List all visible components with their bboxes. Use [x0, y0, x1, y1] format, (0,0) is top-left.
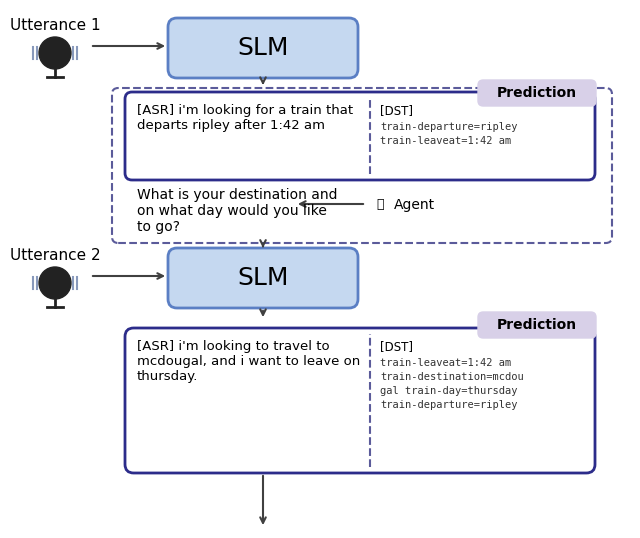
- Text: Utterance 1: Utterance 1: [10, 18, 100, 33]
- Text: 📝: 📝: [376, 198, 383, 211]
- Circle shape: [39, 37, 71, 69]
- Circle shape: [39, 267, 71, 299]
- FancyBboxPatch shape: [125, 328, 595, 473]
- Text: Prediction: Prediction: [497, 318, 577, 332]
- Text: Utterance 2: Utterance 2: [10, 248, 100, 263]
- FancyBboxPatch shape: [125, 92, 595, 180]
- Text: train-departure=ripley: train-departure=ripley: [380, 122, 518, 132]
- Text: What is your destination and
on what day would you like
to go?: What is your destination and on what day…: [137, 188, 337, 235]
- FancyBboxPatch shape: [168, 18, 358, 78]
- FancyBboxPatch shape: [478, 80, 596, 106]
- Text: [ASR] i'm looking for a train that
departs ripley after 1:42 am: [ASR] i'm looking for a train that depar…: [137, 104, 353, 132]
- Text: SLM: SLM: [237, 36, 289, 60]
- Text: train-leaveat=1:42 am: train-leaveat=1:42 am: [380, 358, 511, 368]
- Text: [ASR] i'm looking to travel to
mcdougal, and i want to leave on
thursday.: [ASR] i'm looking to travel to mcdougal,…: [137, 340, 360, 383]
- Text: Agent: Agent: [394, 198, 435, 212]
- Text: [DST]: [DST]: [380, 104, 413, 117]
- Text: gal train-day=thursday: gal train-day=thursday: [380, 386, 518, 396]
- Text: Prediction: Prediction: [497, 86, 577, 100]
- FancyBboxPatch shape: [478, 312, 596, 338]
- FancyBboxPatch shape: [168, 248, 358, 308]
- Text: SLM: SLM: [237, 266, 289, 290]
- Text: train-destination=mcdou: train-destination=mcdou: [380, 372, 524, 382]
- Text: train-departure=ripley: train-departure=ripley: [380, 400, 518, 410]
- Text: train-leaveat=1:42 am: train-leaveat=1:42 am: [380, 136, 511, 146]
- Text: [DST]: [DST]: [380, 340, 413, 353]
